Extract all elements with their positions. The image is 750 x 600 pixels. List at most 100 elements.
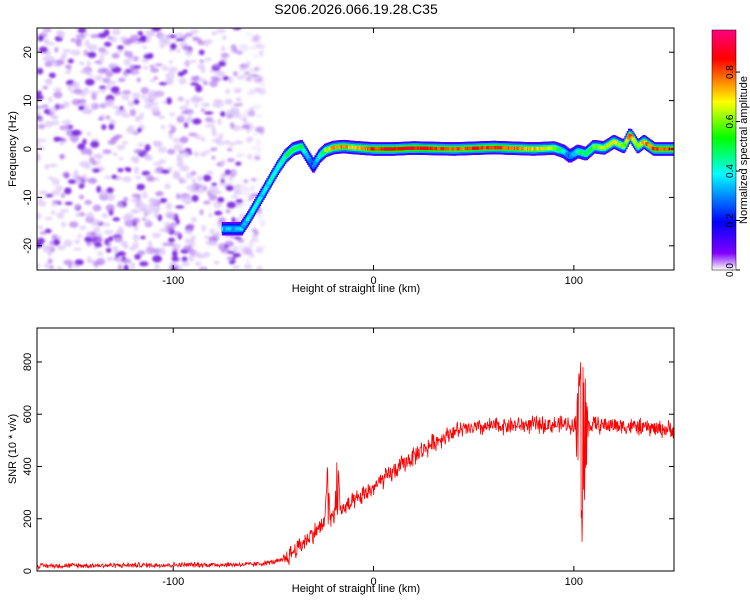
- noise-blob: [142, 45, 147, 50]
- noise-blob: [198, 49, 205, 56]
- noise-blob: [188, 255, 195, 262]
- noise-blob: [140, 94, 147, 99]
- ridge-cell: [256, 199, 260, 204]
- noise-blob: [181, 45, 192, 50]
- noise-blob: [78, 194, 85, 200]
- noise-blob: [97, 251, 104, 256]
- snr-plot-area: [37, 328, 674, 571]
- noise-blob: [150, 209, 160, 213]
- noise-blob: [205, 41, 209, 48]
- noise-blob: [102, 149, 112, 155]
- noise-blob: [37, 138, 43, 143]
- noise-blob: [241, 201, 246, 207]
- colorbar: 0.0 0.2 0.4 0.6 0.8 Normalized spectral ampl…: [711, 29, 750, 277]
- noise-blob: [179, 114, 185, 118]
- noise-blob: [243, 179, 249, 184]
- noise-blob: [158, 82, 168, 86]
- noise-blob: [231, 170, 237, 176]
- noise-blob: [37, 94, 44, 101]
- noise-blob: [119, 106, 124, 111]
- noise-blob: [106, 187, 114, 194]
- noise-blob: [105, 115, 111, 120]
- colorbar-tick-label: 0.2: [725, 213, 736, 227]
- noise-blob: [144, 103, 152, 109]
- noise-blob: [200, 137, 206, 142]
- noise-blob: [62, 171, 70, 178]
- noise-blob: [65, 70, 71, 75]
- noise-blob: [48, 72, 56, 79]
- noise-blob: [142, 191, 148, 199]
- ridge-cell: [248, 214, 252, 218]
- noise-blob: [101, 213, 109, 219]
- noise-blob: [245, 258, 251, 264]
- ridge-cell: [267, 181, 271, 185]
- noise-blob: [73, 247, 82, 251]
- noise-blob: [117, 49, 123, 54]
- ridge-cell: [625, 138, 629, 142]
- noise-blob: [204, 235, 210, 239]
- noise-blob: [150, 106, 160, 114]
- noise-blob: [132, 70, 141, 75]
- ridge-cell: [624, 140, 628, 145]
- noise-blob: [197, 175, 203, 182]
- noise-blob: [217, 197, 225, 203]
- ridge-cell: [310, 162, 314, 166]
- noise-blob: [74, 259, 84, 266]
- noise-blob: [256, 64, 263, 72]
- noise-blob: [191, 177, 196, 184]
- noise-blob: [117, 226, 124, 234]
- noise-blob: [249, 73, 259, 78]
- noise-blob: [225, 209, 231, 214]
- noise-blob: [209, 69, 214, 73]
- noise-blob: [208, 185, 219, 193]
- noise-blob: [249, 106, 254, 112]
- noise-blob: [60, 154, 65, 160]
- noise-blob: [248, 240, 254, 248]
- noise-blob: [207, 213, 213, 218]
- noise-blob: [92, 219, 101, 226]
- noise-blob: [253, 54, 259, 58]
- noise-blob: [241, 191, 252, 197]
- noise-blob: [122, 215, 132, 222]
- noise-blob: [231, 217, 236, 224]
- noise-blob: [50, 210, 56, 215]
- noise-blob: [193, 134, 202, 140]
- noise-blob: [200, 151, 207, 157]
- noise-blob: [211, 126, 217, 134]
- noise-blob: [153, 211, 159, 219]
- noise-blob: [92, 204, 102, 212]
- noise-blob: [168, 237, 175, 243]
- noise-blob: [194, 261, 202, 266]
- spectrogram-x-tick-label: 100: [565, 275, 583, 287]
- noise-blob: [243, 118, 248, 124]
- noise-blob: [37, 237, 45, 245]
- noise-blob: [210, 119, 216, 125]
- noise-blob: [87, 44, 98, 52]
- noise-blob: [44, 164, 49, 170]
- noise-blob: [98, 47, 107, 53]
- noise-blob: [144, 30, 155, 35]
- colorbar-gradient: [711, 29, 737, 271]
- noise-blob: [61, 119, 72, 125]
- noise-blob: [124, 50, 130, 57]
- noise-blob: [45, 78, 53, 86]
- noise-blob: [48, 265, 54, 270]
- noise-blob: [215, 140, 225, 146]
- noise-blob: [133, 166, 140, 174]
- snr-y-tick-label: 0: [22, 568, 34, 574]
- noise-blob: [133, 149, 144, 154]
- snr-y-tick-label: 600: [22, 405, 34, 423]
- noise-blob: [144, 153, 150, 160]
- noise-blob: [177, 265, 183, 270]
- noise-blob: [48, 176, 55, 180]
- noise-blob: [37, 212, 42, 220]
- noise-blob: [189, 59, 197, 63]
- noise-blob: [186, 184, 196, 191]
- figure-title: S206.2026.066.19.28.C35: [274, 1, 438, 17]
- noise-blob: [251, 88, 262, 93]
- noise-blob: [224, 100, 233, 105]
- noise-blob: [112, 28, 121, 36]
- spectrogram-x-tick-label: -100: [162, 275, 184, 287]
- noise-blob: [132, 233, 140, 242]
- noise-blob: [167, 80, 174, 84]
